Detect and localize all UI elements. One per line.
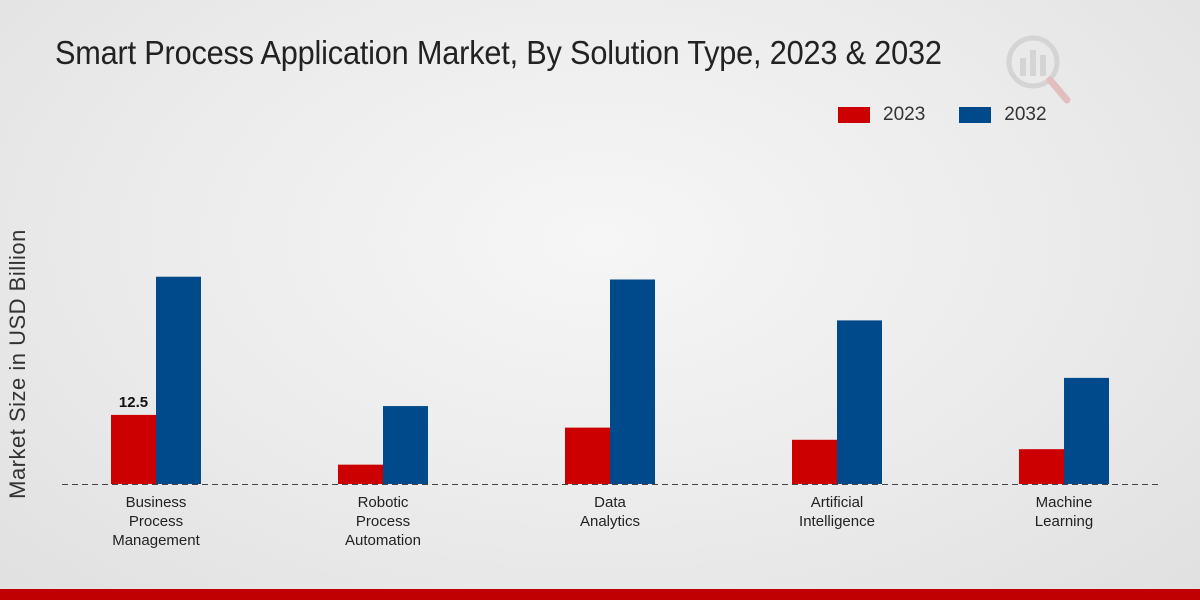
legend-swatch-2032 (959, 107, 992, 123)
x-tick-label-0-line-1: Process (129, 513, 183, 530)
bar-2023-0 (111, 414, 156, 484)
x-tick-label-4-line-1: Learning (1035, 513, 1093, 530)
bar-2032-2 (610, 279, 655, 484)
x-tick-label-1-line-1: Process (356, 513, 410, 530)
data-label-0: 12.5 (119, 394, 148, 411)
legend-item-2023: 2023 (838, 104, 925, 126)
legend-swatch-2023 (838, 107, 870, 123)
bar-2023-3 (792, 439, 837, 484)
x-tick-label-2-line-0: Data (594, 494, 626, 511)
legend-label-2023: 2023 (883, 104, 926, 125)
chart-legend: 2023 2032 (838, 104, 1081, 126)
legend-label-2032: 2032 (1004, 104, 1047, 125)
x-tick-label-3-line-0: Artificial (811, 494, 864, 511)
legend-item-2032: 2032 (959, 104, 1047, 126)
x-tick-label-4-line-0: Machine (1036, 494, 1093, 511)
bar-2032-3 (837, 320, 882, 484)
watermark-logo-icon (1006, 35, 1071, 104)
bar-2023-2 (565, 427, 610, 484)
x-tick-label-0-line-0: Business (126, 494, 187, 511)
bar-2023-4 (1019, 449, 1064, 484)
bottom-accent-bar (0, 589, 1200, 600)
x-tick-label-1-line-2: Automation (345, 532, 421, 549)
bar-2032-0 (156, 276, 201, 484)
x-tick-label-2-line-1: Analytics (580, 513, 640, 530)
x-tick-label-0-line-2: Management (112, 532, 200, 549)
x-tick-label-3-line-1: Intelligence (799, 513, 875, 530)
chart-title: Smart Process Application Market, By Sol… (55, 34, 942, 71)
bar-2032-1 (383, 406, 428, 484)
x-tick-label-1-line-0: Robotic (358, 494, 409, 511)
bar-2023-1 (338, 464, 383, 484)
bar-2032-4 (1064, 377, 1109, 484)
